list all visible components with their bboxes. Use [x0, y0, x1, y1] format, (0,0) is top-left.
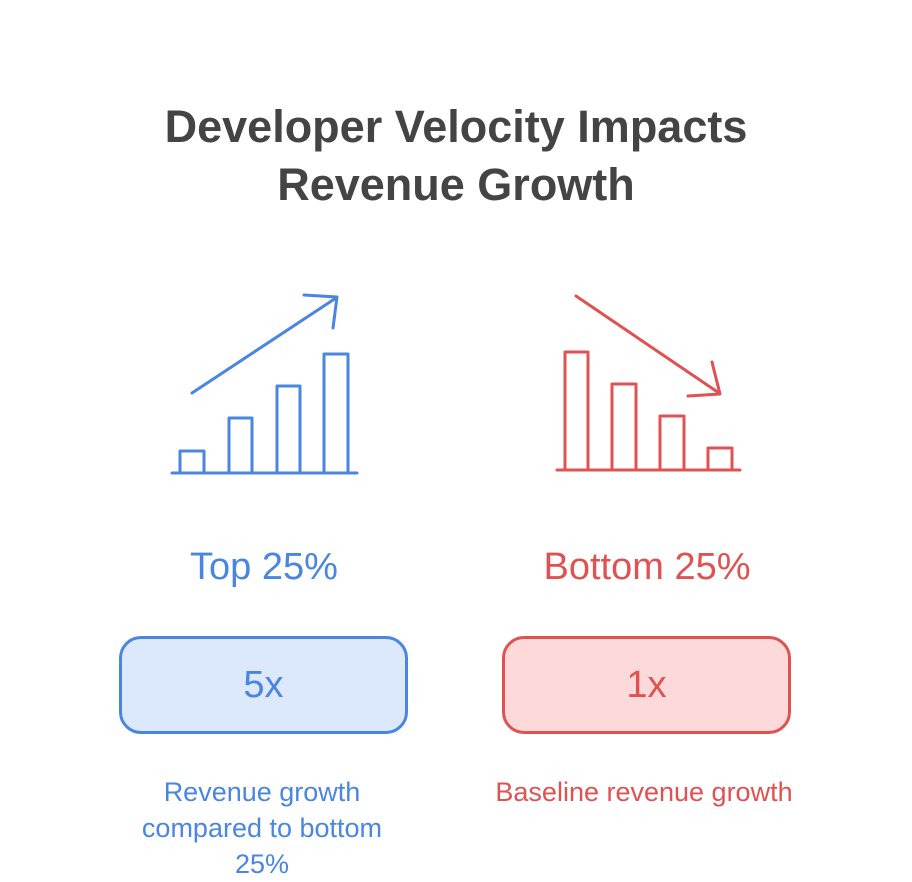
- description: Baseline revenue growth: [495, 777, 793, 807]
- decline-icon: [555, 294, 742, 472]
- icons: [170, 293, 742, 475]
- description: Revenue growth compared to bottom 25%: [141, 777, 383, 879]
- value-box: 1x: [502, 636, 791, 734]
- title: Developer Velocity Impacts Revenue Growt…: [164, 101, 748, 210]
- value-box: 5x: [119, 636, 408, 734]
- growth-icon: [170, 293, 359, 475]
- column-label: Top 25%: [190, 546, 338, 588]
- column-label: Bottom 25%: [543, 546, 751, 588]
